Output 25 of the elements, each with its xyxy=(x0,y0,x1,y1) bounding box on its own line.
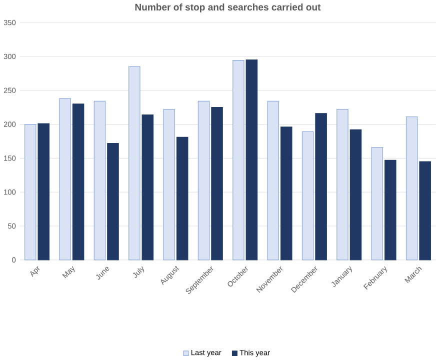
bar xyxy=(94,100,106,260)
bar xyxy=(24,124,36,260)
bar xyxy=(142,114,154,260)
bar xyxy=(406,116,418,260)
bar xyxy=(384,160,396,260)
bar xyxy=(350,129,362,260)
bar xyxy=(72,104,84,260)
bar xyxy=(38,123,50,260)
bar xyxy=(163,109,175,260)
bar xyxy=(107,142,119,260)
bar xyxy=(176,136,188,260)
bar xyxy=(371,146,384,260)
bar xyxy=(232,60,244,260)
bar xyxy=(267,100,279,260)
bar xyxy=(280,126,292,260)
bar xyxy=(302,131,314,260)
bar xyxy=(211,106,223,260)
bar xyxy=(336,109,348,260)
bar xyxy=(246,59,258,260)
bar xyxy=(128,66,140,260)
bar xyxy=(419,161,431,260)
bar xyxy=(59,98,71,260)
bar xyxy=(315,113,327,260)
chart-title: Number of stop and searches carried out xyxy=(135,4,321,12)
bar xyxy=(198,100,210,260)
